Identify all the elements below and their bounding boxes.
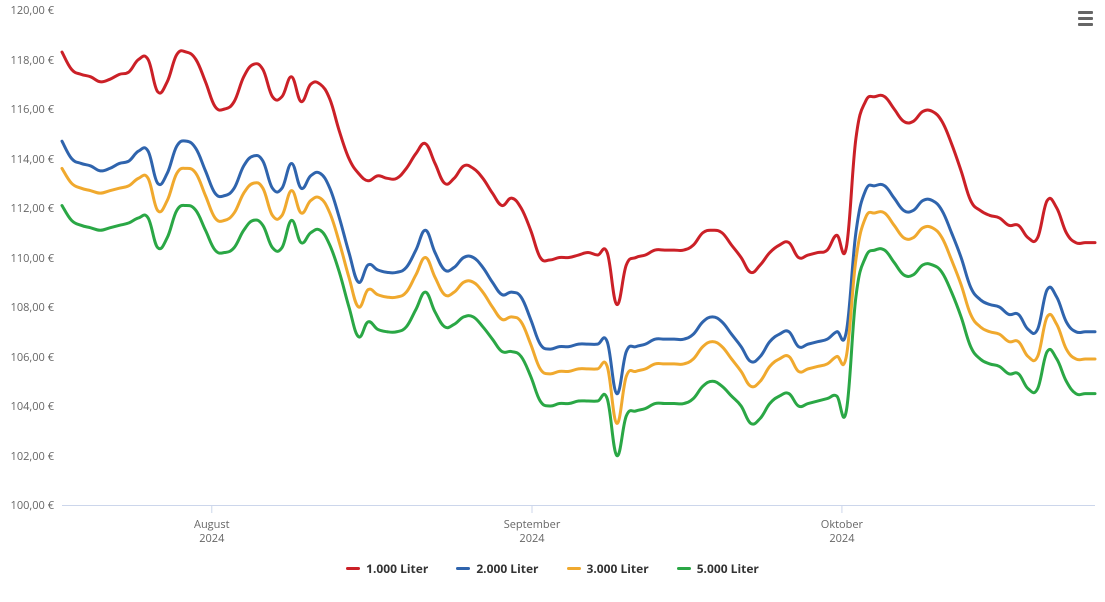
legend-label: 1.000 Liter [366, 560, 428, 577]
y-tick-label: 108,00 € [0, 300, 54, 315]
chart-svg [0, 0, 1105, 602]
y-tick-label: 110,00 € [0, 251, 54, 266]
y-tick-label: 114,00 € [0, 152, 54, 167]
y-tick-label: 106,00 € [0, 350, 54, 365]
series-line-3 [62, 205, 1095, 455]
x-tick-label: August [194, 517, 230, 532]
series-line-0 [62, 51, 1095, 305]
x-year-label: 2024 [519, 531, 544, 546]
legend-label: 5.000 Liter [697, 560, 759, 577]
y-tick-label: 104,00 € [0, 399, 54, 414]
legend-item-0[interactable]: 1.000 Liter [346, 560, 428, 577]
y-tick-label: 100,00 € [0, 498, 54, 513]
legend-item-1[interactable]: 2.000 Liter [456, 560, 538, 577]
series-line-1 [62, 141, 1095, 394]
legend: 1.000 Liter 2.000 Liter 3.000 Liter 5.000 L… [0, 560, 1105, 577]
legend-swatch [677, 567, 691, 570]
legend-label: 3.000 Liter [587, 560, 649, 577]
x-tick-label: September [504, 517, 561, 532]
x-year-label: 2024 [199, 531, 224, 546]
legend-item-3[interactable]: 5.000 Liter [677, 560, 759, 577]
x-year-label: 2024 [829, 531, 854, 546]
y-tick-label: 120,00 € [0, 3, 54, 18]
x-tick-label: Oktober [821, 517, 863, 532]
legend-swatch [456, 567, 470, 570]
y-tick-label: 116,00 € [0, 102, 54, 117]
legend-label: 2.000 Liter [476, 560, 538, 577]
line-chart: 100,00 € 102,00 € 104,00 € 106,00 € 108,00 €… [0, 0, 1105, 602]
y-tick-label: 102,00 € [0, 449, 54, 464]
y-tick-label: 112,00 € [0, 201, 54, 216]
legend-swatch [567, 567, 581, 570]
y-tick-label: 118,00 € [0, 53, 54, 68]
legend-item-2[interactable]: 3.000 Liter [567, 560, 649, 577]
legend-swatch [346, 567, 360, 570]
